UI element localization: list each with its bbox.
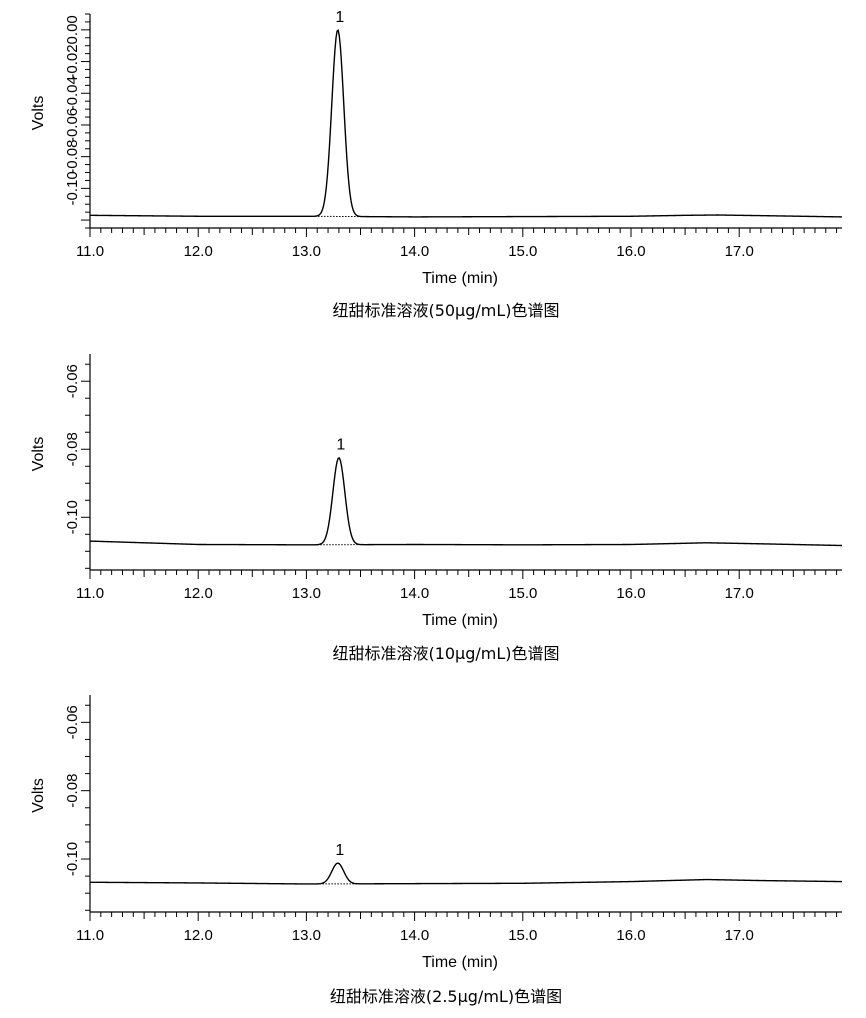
y-tick-label: -0.10: [64, 500, 81, 534]
y-tick-label: -0.10: [64, 842, 81, 876]
x-axis-title: Time (min): [422, 954, 498, 971]
peak-label: 1: [335, 842, 344, 859]
y-tick-label: -0.08: [64, 432, 81, 466]
y-tick-label: -0.08: [64, 774, 81, 808]
x-tick-label: 13.0: [292, 585, 321, 602]
signal-trace: [89, 28, 843, 218]
x-tick-label: 11.0: [76, 243, 104, 260]
chart-caption: 纽甜标准溶液(50μg/mL)色谱图: [332, 301, 559, 320]
y-axis-title: Volts: [30, 437, 47, 472]
x-tick-label: 17.0: [725, 585, 754, 602]
x-tick-label: 13.0: [292, 927, 321, 944]
x-tick-label: 14.0: [400, 243, 429, 260]
x-tick-label: 12.0: [184, 585, 213, 602]
y-tick-label: -0.02: [64, 44, 81, 78]
x-axis-title: Time (min): [422, 270, 498, 287]
x-tick-label: 16.0: [616, 585, 645, 602]
y-tick-label: -0.04: [64, 76, 81, 110]
x-tick-label: 12.0: [184, 243, 213, 260]
x-tick-label: 16.0: [616, 243, 645, 260]
y-tick-label: -0.08: [64, 140, 81, 174]
x-tick-label: 11.0: [76, 585, 104, 602]
y-tick-label: -0.06: [64, 705, 81, 739]
peak-label: 1: [336, 437, 345, 454]
x-tick-label: 16.0: [616, 927, 645, 944]
y-tick-label: 0.00: [64, 15, 81, 44]
x-axis-title: Time (min): [422, 612, 498, 629]
y-tick-label: -0.06: [64, 108, 81, 142]
x-tick-label: 12.0: [184, 927, 213, 944]
x-tick-label: 15.0: [508, 585, 537, 602]
signal-trace: [89, 457, 843, 547]
y-axis-title: Volts: [30, 778, 47, 813]
x-tick-label: 17.0: [725, 243, 754, 260]
peak-label: 1: [335, 9, 344, 26]
x-tick-label: 17.0: [725, 927, 754, 944]
x-tick-label: 14.0: [400, 927, 429, 944]
chromatogram-panel-2: 11.0 12.0 13.0 14.0 15.0 16.0 17.0 Time (min) -0…: [30, 354, 843, 663]
chart-caption: 纽甜标准溶液(10μg/mL)色谱图: [332, 644, 559, 663]
y-axis-title: Volts: [30, 96, 47, 131]
chromatogram-panel-3: 11.0 12.0 13.0 14.0 15.0 16.0 17.0 Time (min) -0…: [30, 695, 843, 1006]
chart-caption: 纽甜标准溶液(2.5μg/mL)色谱图: [330, 987, 562, 1006]
x-tick-label: 13.0: [292, 243, 321, 260]
y-tick-label: -0.06: [64, 364, 81, 398]
x-tick-label: 14.0: [400, 585, 429, 602]
chromatogram-panel-1: 11.0 12.0 13.0 14.0 15.0 16.0 17.0 Time (min) -0…: [30, 9, 843, 320]
y-tick-label: -0.10: [64, 171, 81, 205]
x-tick-label: 15.0: [508, 927, 537, 944]
x-tick-label: 11.0: [76, 927, 104, 944]
x-tick-label: 15.0: [508, 243, 537, 260]
signal-trace: [89, 862, 843, 885]
